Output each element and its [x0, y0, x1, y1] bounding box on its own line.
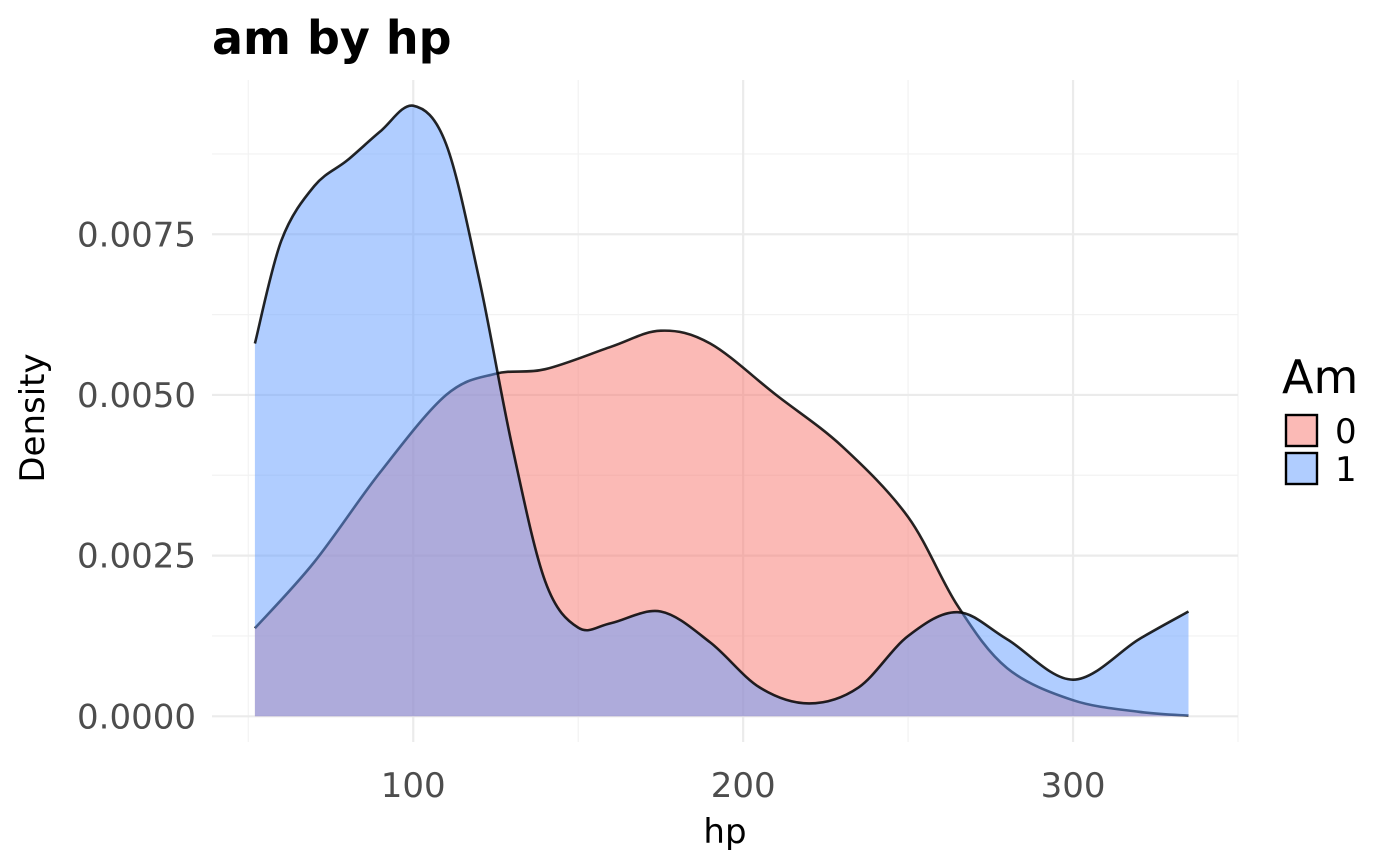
y-axis-title: Density — [13, 353, 53, 482]
legend-title: Am — [1282, 350, 1358, 404]
x-axis-title: hp — [703, 812, 746, 852]
y-tick-label: 0.0025 — [77, 537, 196, 577]
legend-key-0 — [1284, 413, 1319, 448]
density-line-1 — [253, 104, 1190, 705]
chart-title: am by hp — [212, 11, 452, 65]
density-areas — [253, 104, 1190, 717]
y-axis-ticks: 0.0000 0.0025 0.0050 0.0075 — [77, 215, 196, 737]
y-tick-label: 0.0075 — [77, 215, 196, 255]
x-tick-label: 100 — [381, 766, 446, 806]
density-area-1 — [254, 105, 1189, 717]
x-tick-label: 200 — [711, 766, 776, 806]
legend-label-0: 0 — [1335, 412, 1357, 452]
y-tick-label: 0.0000 — [77, 697, 196, 737]
x-tick-label: 300 — [1041, 766, 1106, 806]
x-axis-ticks: 100 200 300 — [381, 766, 1106, 806]
legend-key-1 — [1284, 451, 1319, 486]
y-tick-label: 0.0050 — [77, 376, 196, 416]
legend-label-1: 1 — [1335, 450, 1357, 490]
legend: Am 01 — [1282, 350, 1358, 490]
